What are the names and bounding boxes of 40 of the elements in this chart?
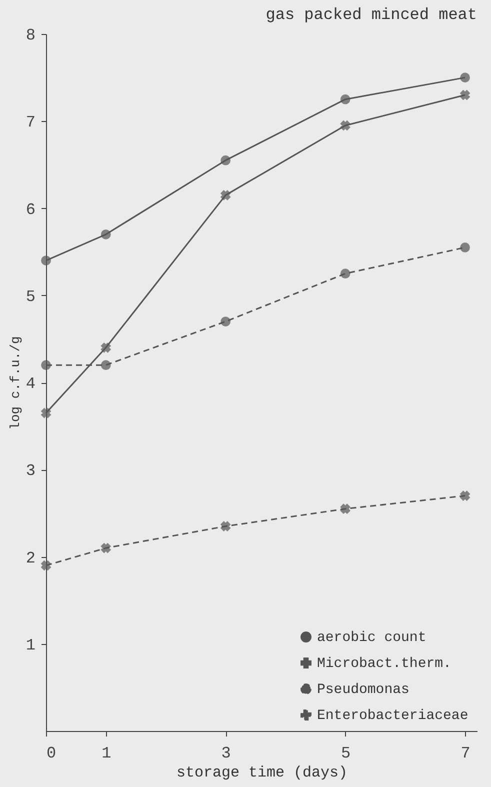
y-tick-label: 4	[26, 375, 36, 393]
point	[340, 268, 350, 279]
x-axis-title: storage time (days)	[176, 764, 348, 782]
point	[460, 90, 470, 100]
point	[100, 229, 111, 240]
point	[460, 72, 470, 82]
point	[340, 94, 350, 104]
legend-label: Enterobacteriaceae	[317, 708, 468, 724]
point	[220, 316, 231, 326]
y-axis-title: log c.f.u./g	[8, 336, 23, 430]
point	[220, 190, 230, 200]
point	[100, 342, 111, 353]
y-tick-label: 3	[26, 462, 36, 480]
point	[220, 155, 231, 166]
point	[41, 408, 51, 418]
x-tick-label: 1	[102, 744, 112, 762]
point	[460, 242, 470, 252]
y-tick-label: 8	[26, 26, 36, 44]
point	[340, 504, 350, 514]
point	[460, 490, 470, 501]
legend-label: Pseudomonas	[317, 682, 410, 698]
chart-title: gas packed minced meat	[266, 6, 477, 24]
x-tick-label: 3	[221, 744, 231, 762]
point	[340, 120, 350, 130]
legend-label: Microbact.therm.	[317, 656, 452, 672]
point	[41, 360, 51, 370]
y-tick-label: 2	[26, 549, 36, 568]
x-tick-label: 0	[46, 744, 56, 762]
point	[220, 521, 230, 532]
x-tick-label: 5	[341, 744, 351, 762]
point	[100, 360, 111, 370]
point	[41, 256, 51, 266]
y-tick-label: 5	[26, 288, 36, 306]
y-tick-label: 6	[26, 200, 36, 219]
point	[41, 560, 51, 570]
legend-label: aerobic count	[317, 630, 426, 646]
point	[100, 543, 111, 553]
y-tick-label: 1	[26, 636, 36, 654]
x-tick-label: 7	[460, 744, 470, 762]
y-tick-label: 7	[26, 114, 36, 132]
